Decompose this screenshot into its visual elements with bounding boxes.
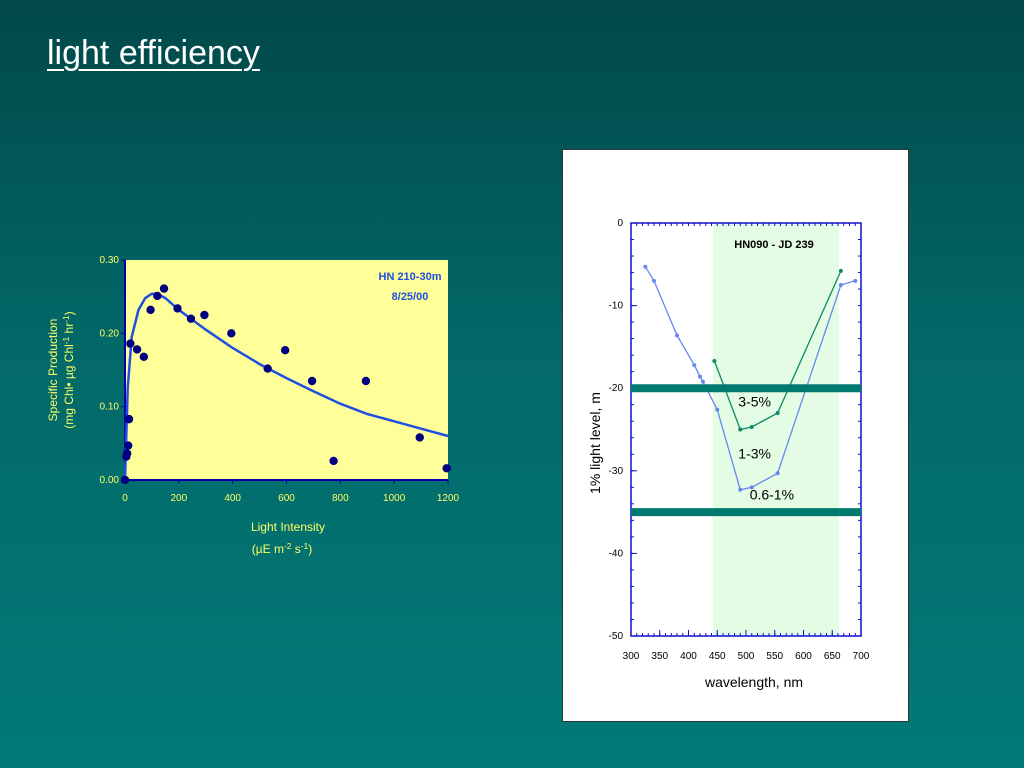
x-tick-label: 1000 <box>383 493 406 504</box>
data-point <box>120 475 130 485</box>
x-tick-label: 300 <box>623 651 640 662</box>
series-point <box>838 282 843 287</box>
zone-label: 1-3% <box>738 445 771 461</box>
fit-curve <box>123 292 449 481</box>
data-point <box>122 449 132 458</box>
series-point <box>853 278 858 283</box>
chart-title: HN090 - JD 239 <box>734 239 814 251</box>
data-point <box>227 329 236 338</box>
wavelength-chart: 0 -10 -20 -30 -40 -50 300 350 400 450 500 550 600 650… <box>587 218 870 690</box>
y-tick-label: -20 <box>609 383 624 394</box>
y-tick-label: 0.00 <box>100 475 120 486</box>
y-tick-label: 0.30 <box>100 255 120 266</box>
series-point <box>775 471 780 476</box>
data-point <box>307 376 317 386</box>
x-tick-label: 500 <box>738 651 755 662</box>
series-point <box>698 374 702 379</box>
series-point <box>775 410 780 415</box>
data-point <box>173 304 182 313</box>
y-axis-title: 1% light level, m <box>587 392 603 494</box>
x-tick-label: 600 <box>795 651 812 662</box>
data-point <box>186 314 196 323</box>
series-point <box>738 487 743 492</box>
light-intensity-chart: 0.00 0.10 0.20 0.30 0 200 400 600 800 1000 1200 HN … <box>46 255 460 556</box>
data-point <box>263 364 272 373</box>
annotation-line: HN 210-30m <box>379 271 442 283</box>
slide-title: light efficiency <box>47 34 260 72</box>
series-point <box>643 264 648 269</box>
data-point <box>126 339 135 348</box>
series-point <box>652 278 656 283</box>
x-tick-label: 350 <box>651 651 668 662</box>
series-point <box>692 363 697 368</box>
data-point <box>132 345 142 354</box>
series-point <box>700 379 705 384</box>
zone-label: 3-5% <box>738 393 771 409</box>
x-axis-title: Light Intensity <box>251 520 325 534</box>
x-tick-label: 400 <box>224 493 241 504</box>
x-axis-title: wavelength, nm <box>704 674 803 690</box>
data-point <box>124 414 134 424</box>
data-point <box>329 456 338 466</box>
y-axis-title: Specific Production <box>46 319 60 422</box>
data-point <box>146 305 155 315</box>
data-point <box>159 284 169 293</box>
series-point <box>712 358 717 363</box>
x-tick-label: 650 <box>824 651 841 662</box>
x-tick-label: 550 <box>766 651 783 662</box>
y-tick-label: 0.20 <box>100 328 120 339</box>
zone-label: 0.6-1% <box>750 487 794 503</box>
series-point <box>675 333 679 338</box>
shaded-band <box>712 223 840 636</box>
series-point <box>715 407 720 412</box>
x-tick-label: 700 <box>853 651 870 662</box>
y-tick-label: 0.10 <box>100 402 120 413</box>
series-point <box>749 485 754 490</box>
data-point <box>280 346 290 355</box>
series-point <box>749 425 754 430</box>
series-point <box>738 427 743 432</box>
series-line <box>644 266 856 491</box>
data-point <box>124 441 133 450</box>
plot-area <box>125 260 448 480</box>
annotation-line: 8/25/00 <box>392 291 429 303</box>
x-tick-label: 1200 <box>437 493 460 504</box>
data-point <box>200 310 209 320</box>
data-point <box>139 352 149 361</box>
x-tick-label: 600 <box>278 493 295 504</box>
data-point <box>153 291 162 301</box>
x-tick-label: 200 <box>170 493 187 504</box>
x-axis-units: (µE m-2​ s-1​) <box>252 541 313 556</box>
y-tick-label: -10 <box>609 301 624 312</box>
y-axis-title-group: Specific Production(mg Chl• µg Chl-1​ hr… <box>46 311 76 428</box>
series-point <box>838 268 843 273</box>
x-tick-label: 800 <box>332 493 349 504</box>
y-axis-units: (mg Chl• µg Chl-1​ hr-1​) <box>61 311 76 428</box>
x-tick-label: 0 <box>122 493 128 504</box>
y-tick-label: -40 <box>609 548 624 559</box>
wavelength-chart-panel: 0 -10 -20 -30 -40 -50 300 350 400 450 500 550 600 650… <box>562 149 909 722</box>
data-point <box>415 433 424 442</box>
y-tick-label: -30 <box>609 466 624 477</box>
x-tick-label: 400 <box>680 651 697 662</box>
y-tick-label: 0 <box>617 218 623 229</box>
x-tick-label: 450 <box>709 651 726 662</box>
data-point <box>442 464 451 473</box>
y-tick-label: -50 <box>609 631 624 642</box>
data-point <box>361 376 371 386</box>
